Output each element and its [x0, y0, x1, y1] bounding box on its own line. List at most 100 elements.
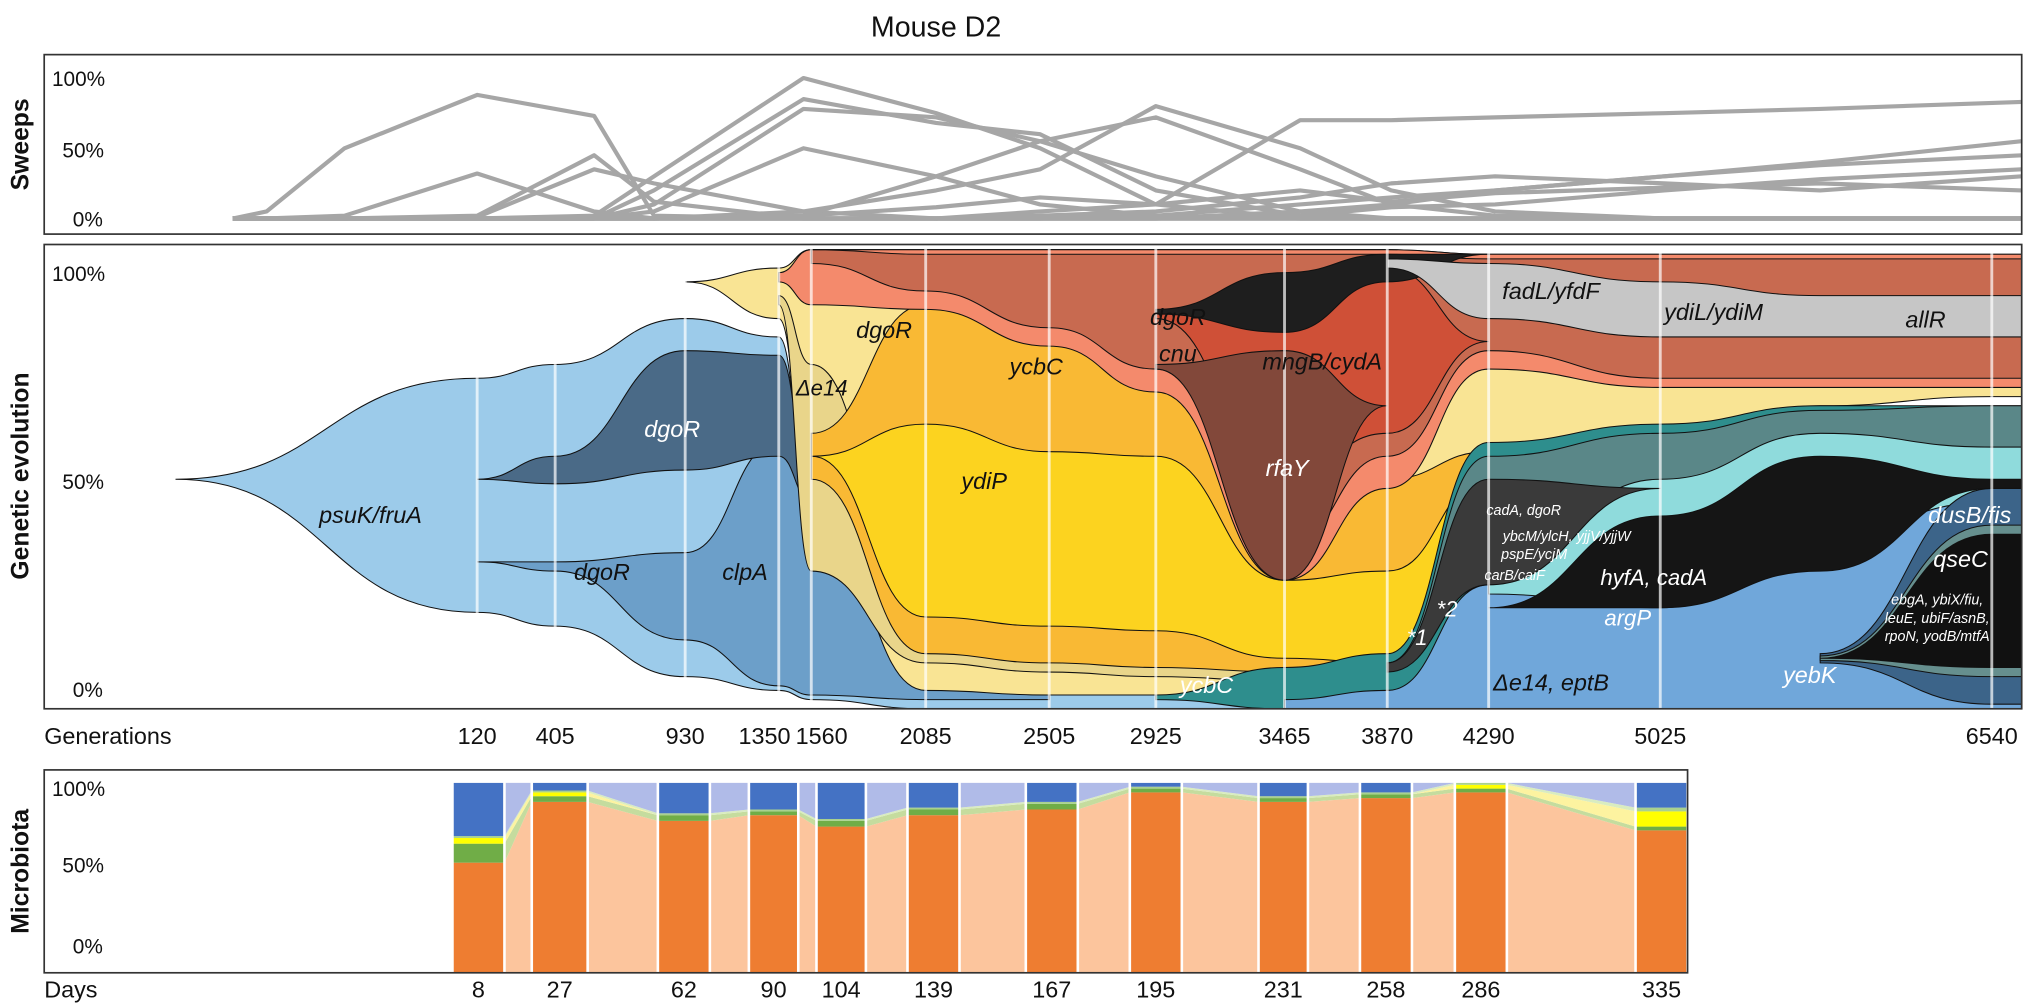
generation-tick-label: 3465 — [1259, 723, 1311, 749]
bar-segment-orange — [1454, 792, 1507, 973]
bar-segment-orange — [1129, 792, 1182, 973]
day-tick-label: 8 — [472, 976, 485, 1002]
microbiota-tick-0: 0% — [73, 935, 103, 958]
clone-label: ybcM/ylcH, yjjV/yjjW — [1502, 529, 1632, 545]
bar-segment-orange — [1359, 798, 1412, 973]
sweep-line — [232, 97, 2022, 221]
bar-segment-light-green — [657, 813, 710, 816]
clone-label: ydiL/ydiM — [1662, 299, 1763, 325]
generation-tick-label: 120 — [458, 723, 497, 749]
bar-segment-yellow — [1635, 811, 1688, 827]
microbiota-tick-50: 50% — [62, 855, 104, 878]
bar-segment-light-green — [1635, 807, 1688, 812]
day-tick-label: 27 — [547, 976, 573, 1002]
bar-segment-green — [1454, 788, 1507, 793]
interpolated-blue — [798, 782, 817, 819]
day-tick-label: 90 — [761, 976, 787, 1002]
interpolated-light-green — [504, 790, 532, 838]
clone-label: Δe14, eptB — [1492, 670, 1609, 696]
generations-axis-label: Generations — [44, 723, 171, 749]
interpolated-green — [1181, 788, 1259, 802]
interpolated-blue — [709, 782, 749, 814]
day-tick-label: 335 — [1642, 976, 1681, 1002]
interpolated-yellow — [1411, 784, 1455, 795]
interpolated-orange — [798, 815, 817, 973]
interpolated-orange — [1411, 792, 1455, 973]
microbiota-bars — [451, 772, 1689, 973]
sweeps-panel-label: Sweeps — [8, 98, 35, 190]
genetic-panel-label: Genetic evolution — [8, 372, 35, 579]
clone-label: yebK — [1781, 662, 1838, 688]
interpolated-blue — [504, 782, 532, 837]
bar-segment-blue — [1025, 782, 1078, 802]
microbiota-frame — [43, 769, 1689, 974]
generation-tick-label: 930 — [666, 723, 705, 749]
bar-segment-blue — [1359, 782, 1412, 793]
generation-tick-label: 6540 — [1966, 723, 2018, 749]
clone-ebga-group — [1820, 533, 2023, 668]
generation-tick-label: 5025 — [1634, 723, 1686, 749]
interpolated-blue — [1411, 782, 1455, 793]
interpolated-blue — [1506, 782, 1636, 808]
figure-title: Mouse D2 — [871, 11, 1001, 43]
day-tick-label: 231 — [1264, 976, 1303, 1002]
clone-label: rpoN, yodB/mtfA — [1885, 629, 1990, 645]
generation-tick-label: 2925 — [1130, 723, 1182, 749]
clone-label: dgoR — [644, 416, 700, 442]
interpolated-orange — [1181, 792, 1259, 973]
interpolated-green — [709, 811, 749, 821]
bar-segment-orange — [1025, 809, 1078, 973]
interpolated-green — [1307, 794, 1360, 802]
bar-segment-blue — [1129, 782, 1182, 787]
bar-segment-blue — [1258, 782, 1308, 797]
bar-segment-orange — [748, 815, 799, 973]
bar-segment-green — [748, 811, 799, 816]
clone-label: fadL/yfdF — [1502, 278, 1601, 304]
clone-label: argP — [1604, 606, 1651, 631]
bar-segment-blue — [748, 782, 799, 810]
bar-segment-light-green — [907, 807, 960, 810]
interpolated-orange — [709, 815, 749, 973]
generations-ticks: 120 405 930 1350 1560 2085 2505 2925 3465 3870 429… — [458, 723, 2018, 749]
interpolated-orange — [587, 801, 658, 973]
interpolated-orange — [1307, 798, 1360, 973]
genetic-frame — [43, 243, 2023, 710]
clone-label: mngB/cydA — [1262, 348, 1382, 374]
sweep-line — [232, 181, 2022, 221]
bar-segment-green — [1129, 788, 1182, 793]
day-tick-label: 286 — [1461, 976, 1500, 1002]
interpolated-green — [865, 809, 908, 827]
generation-tick-label: 405 — [536, 723, 575, 749]
bar-segment-light-green — [1454, 782, 1507, 785]
interpolated-green — [587, 796, 658, 821]
days-ticks: 8 27 62 90 104 139 167 195 231 258 286 335 — [472, 976, 1681, 1002]
interpolated-blue — [865, 782, 908, 819]
clone-label: pspE/ycjM — [1500, 547, 1567, 563]
interpolated-orange — [865, 815, 908, 973]
clone-label: ydiP — [959, 468, 1007, 494]
bar-segment-light-green — [452, 836, 505, 838]
day-tick-label: 167 — [1032, 976, 1071, 1002]
bar-segment-blue — [531, 782, 588, 791]
interpolated-orange — [1506, 792, 1636, 973]
interpolated-green — [1077, 788, 1130, 810]
clone-label: rfaY — [1266, 455, 1310, 481]
bar-segment-green — [452, 843, 505, 863]
generation-tick-label: 4290 — [1463, 723, 1515, 749]
bar-segment-light-green — [1258, 796, 1308, 799]
bar-segment-green — [531, 796, 588, 802]
sweeps-tick-100: 100% — [52, 68, 105, 91]
bar-segment-green — [1258, 798, 1308, 802]
clone-label: dgoR — [574, 559, 630, 585]
sample-lines — [475, 247, 1994, 709]
interpolated-light-green — [959, 801, 1026, 810]
generation-tick-label: 1560 — [796, 723, 848, 749]
interpolated-green — [1411, 788, 1455, 799]
generation-tick-label: 2505 — [1023, 723, 1075, 749]
day-tick-label: 258 — [1366, 976, 1405, 1002]
bar-segment-green — [657, 815, 710, 821]
muller-plot — [175, 249, 2023, 710]
bar-segment-blue — [452, 782, 505, 837]
day-tick-label: 139 — [914, 976, 953, 1002]
bar-segment-light-green — [531, 790, 588, 793]
